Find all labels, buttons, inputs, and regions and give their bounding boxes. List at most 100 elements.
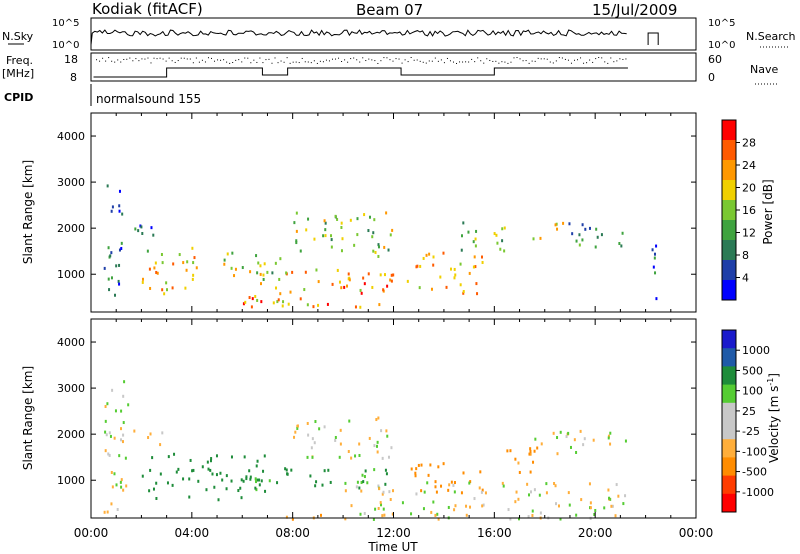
nave-point [446, 57, 448, 59]
echo-cell [305, 228, 308, 232]
nave-point [495, 60, 497, 62]
nave-point [126, 58, 128, 60]
echo-cell [557, 504, 560, 508]
echo-cell [338, 455, 341, 459]
nave-point [292, 61, 294, 63]
echo-cell [499, 247, 502, 251]
echo-cell [234, 267, 237, 271]
echo-cell [540, 442, 543, 446]
nave-point [504, 61, 506, 63]
colorbar-tick-label: 25 [742, 405, 756, 418]
echo-cell [568, 222, 571, 226]
echo-cell [171, 483, 174, 487]
nave-point [471, 58, 473, 60]
echo-cell [459, 262, 462, 266]
nave-point [492, 60, 494, 62]
echo-cell [573, 438, 576, 442]
echo-cell [462, 291, 465, 295]
echo-cell [473, 497, 476, 501]
x-tick-label: 00:00 [679, 526, 714, 540]
echo-cell [559, 517, 562, 521]
echo-cell [133, 429, 136, 433]
echo-cell [172, 262, 175, 266]
echo-cell [481, 260, 484, 264]
echo-cell [306, 455, 309, 459]
freq-unit: [MHz] [2, 67, 34, 80]
echo-cell [321, 483, 324, 487]
echo-cell [173, 452, 176, 456]
echo-cell [294, 430, 297, 434]
nave-point [474, 61, 476, 63]
colorbar-tick-label: 20 [742, 182, 756, 195]
echo-cell [237, 489, 240, 493]
nave-point [401, 62, 403, 64]
echo-cell [592, 438, 595, 442]
nave-point [434, 57, 436, 59]
nave-point [129, 57, 131, 59]
echo-cell [299, 297, 302, 301]
echo-cell [151, 456, 154, 460]
nave-point [298, 62, 300, 64]
nsearch-label: N.Search [746, 30, 796, 43]
echo-cell [191, 469, 194, 473]
nave-point [214, 60, 216, 62]
echo-cell [140, 225, 143, 229]
echo-cell [428, 252, 431, 256]
nave-point [601, 57, 603, 59]
echo-cell [141, 474, 144, 478]
nave-point [589, 59, 591, 61]
colorbar-swatch [722, 120, 736, 141]
colorbar-swatch [722, 384, 736, 404]
echo-cell [375, 444, 378, 448]
echo-cell [124, 456, 127, 460]
nave-point [341, 60, 343, 62]
echo-cell [242, 302, 245, 306]
echo-cell [225, 474, 228, 478]
echo-cell [307, 433, 310, 437]
echo-cell [104, 449, 107, 453]
echo-cell [334, 214, 337, 218]
echo-cell [275, 286, 278, 290]
nave-point [283, 61, 285, 63]
echo-cell [115, 483, 118, 487]
y-tick-label: 4000 [57, 336, 85, 349]
echo-cell [256, 459, 259, 463]
nave-point [217, 59, 219, 61]
echo-cell [514, 457, 517, 461]
nave-point [153, 57, 155, 59]
echo-cell [295, 211, 298, 215]
echo-cell [341, 237, 344, 241]
colorbar-tick-label: 1000 [742, 344, 770, 357]
echo-cell [241, 266, 244, 270]
echo-cell [209, 468, 212, 472]
nave-point [338, 57, 340, 59]
echo-cell [392, 489, 395, 493]
echo-cell [317, 303, 320, 307]
echo-cell [578, 233, 581, 237]
nave-point [534, 60, 536, 62]
nave-point [619, 58, 621, 60]
echo-cell [103, 266, 106, 270]
echo-cell [533, 449, 536, 453]
echo-cell [255, 464, 258, 468]
echo-cell [624, 494, 627, 498]
echo-cell [171, 286, 174, 290]
nave-point [549, 61, 551, 63]
nave-point [144, 58, 146, 60]
echo-cell [317, 280, 320, 284]
colorbar-tick-label: 28 [742, 137, 756, 150]
echo-cell [225, 487, 228, 491]
echo-cell [293, 435, 296, 439]
nave-point [322, 61, 324, 63]
nave-point [271, 62, 273, 64]
echo-cell [279, 292, 282, 296]
nave-point [625, 58, 627, 60]
echo-cell [556, 227, 559, 231]
colorbar-tick-label: 24 [742, 159, 756, 172]
echo-cell [448, 483, 451, 487]
echo-cell [581, 223, 584, 227]
echo-cell [119, 480, 122, 484]
echo-cell [282, 300, 285, 304]
nave-point [223, 59, 225, 61]
nave-point [368, 58, 370, 60]
